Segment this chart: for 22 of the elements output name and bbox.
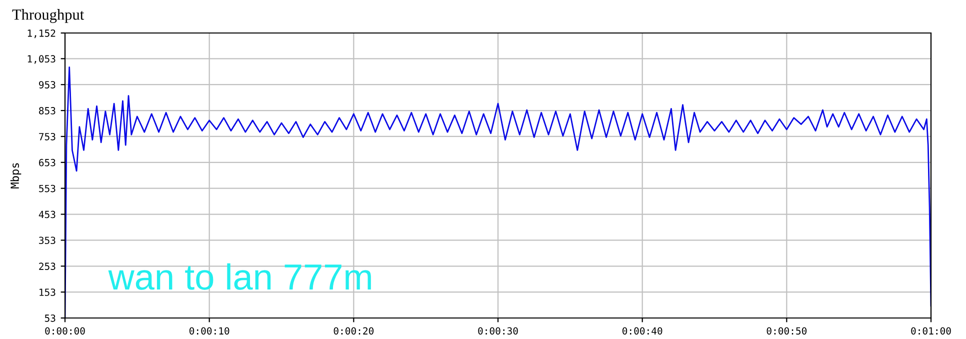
x-tick-label: 0:00:10 [189,327,230,335]
y-tick-label: 253 [39,262,56,270]
y-tick-label: 153 [40,288,56,296]
x-tick-label: 0:00:30 [478,327,518,335]
x-tick-label: 0:00:40 [622,327,662,335]
y-tick-label: 753 [39,132,56,140]
y-tick-label: 53 [44,314,56,322]
x-tick-label: 0:00:20 [334,327,374,335]
y-tick-label: 1,152 [28,30,56,38]
y-tick-label: 553 [39,184,56,192]
x-tick-label: 0:00:50 [766,327,807,335]
y-axis-title: Mbps [10,163,22,188]
y-tick-label: 653 [39,158,56,166]
x-tick-label: 0:00:00 [45,327,85,335]
y-tick-label: 953 [39,81,56,88]
y-tick-label: 1,053 [28,55,56,64]
y-tick-label: 353 [39,236,56,244]
x-tick-label: 0:01:00 [911,327,951,335]
chart-title: Throughput [12,9,84,23]
y-tick-label: 853 [39,107,56,114]
y-tick-label: 453 [38,210,56,218]
annotation: wan to lan 777m [108,263,371,290]
